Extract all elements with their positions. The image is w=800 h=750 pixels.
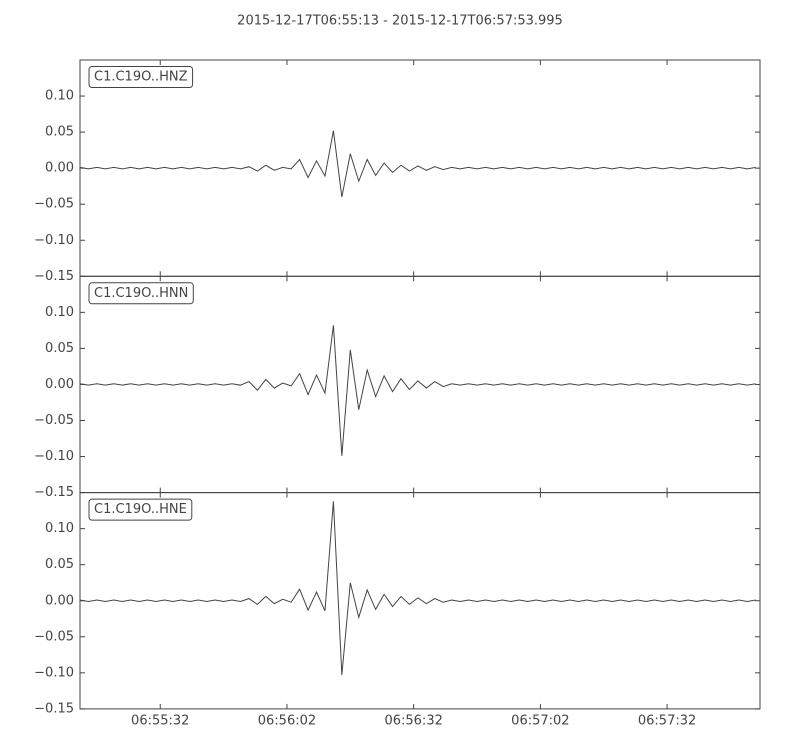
trace-label-box xyxy=(88,66,194,88)
trace-label: C1.C19O..HNN xyxy=(94,286,188,301)
y-tick-label: 0.00 xyxy=(45,377,74,392)
y-tick-label: −0.10 xyxy=(34,665,74,680)
trace-label: C1.C19O..HNE xyxy=(94,502,187,517)
x-tick-label: 06:57:32 xyxy=(638,713,696,728)
y-tick-label: 0.10 xyxy=(45,521,74,536)
y-tick-label: 0.10 xyxy=(45,305,74,320)
y-tick-label: 0.00 xyxy=(45,593,74,608)
y-tick-label: −0.05 xyxy=(34,197,74,212)
y-tick-label: −0.10 xyxy=(34,233,74,248)
y-tick-label: −0.15 xyxy=(34,485,74,500)
x-tick-label: 06:55:32 xyxy=(131,713,189,728)
y-tick-label: −0.15 xyxy=(34,701,74,716)
trace-line xyxy=(79,130,756,198)
y-tick-label: −0.10 xyxy=(34,449,74,464)
x-tick-label: 06:56:32 xyxy=(384,713,442,728)
y-tick-label: 0.00 xyxy=(45,161,74,176)
y-tick-label: −0.15 xyxy=(34,269,74,284)
trace-label-box xyxy=(88,498,193,521)
y-tick-label: −0.05 xyxy=(34,629,74,644)
x-tick-label: 06:56:02 xyxy=(258,713,316,728)
y-tick-label: 0.05 xyxy=(45,125,74,140)
x-tick-label: 06:57:02 xyxy=(511,713,569,728)
trace-label-box xyxy=(88,282,194,305)
y-tick-label: 0.05 xyxy=(45,557,74,572)
trace-line xyxy=(79,501,756,676)
trace-line xyxy=(79,325,756,456)
y-tick-label: 0.10 xyxy=(45,89,74,104)
chart-title: 2015-12-17T06:55:13 - 2015-12-17T06:57:5… xyxy=(237,14,563,29)
y-tick-label: 0.05 xyxy=(45,341,74,356)
y-tick-label: −0.05 xyxy=(34,413,74,428)
trace-label: C1.C19O..HNZ xyxy=(94,70,188,85)
